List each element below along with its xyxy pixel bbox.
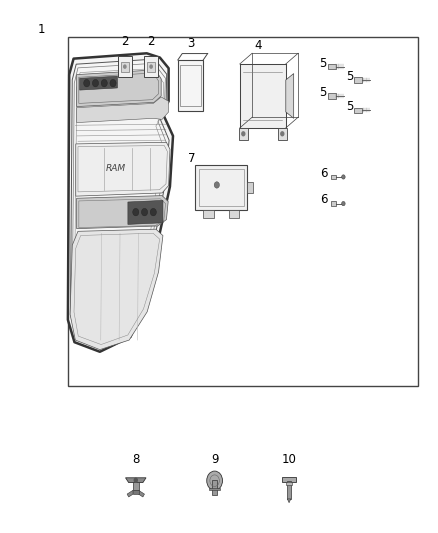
Polygon shape (287, 499, 291, 503)
Polygon shape (328, 64, 336, 69)
Bar (178, 60, 203, 111)
Polygon shape (354, 77, 362, 83)
Polygon shape (286, 74, 293, 118)
Bar (195, 165, 247, 210)
Bar (331, 175, 336, 179)
Text: 5: 5 (320, 86, 327, 99)
Circle shape (92, 79, 99, 87)
Bar (287, 481, 291, 499)
Text: 9: 9 (211, 454, 219, 466)
Polygon shape (77, 70, 161, 107)
Text: 1: 1 (38, 23, 46, 36)
Bar (209, 488, 220, 490)
Bar (199, 169, 244, 206)
Circle shape (101, 79, 107, 87)
Text: 6: 6 (320, 167, 328, 180)
Polygon shape (240, 64, 286, 128)
Circle shape (207, 471, 223, 490)
Text: 2: 2 (147, 35, 155, 47)
Bar (180, 64, 201, 106)
Bar (144, 56, 158, 77)
Bar (120, 61, 129, 72)
Polygon shape (354, 108, 362, 113)
Polygon shape (328, 93, 336, 99)
Bar (283, 478, 296, 482)
Circle shape (342, 201, 345, 206)
Polygon shape (138, 490, 145, 497)
Circle shape (84, 79, 90, 87)
Polygon shape (128, 200, 163, 224)
Text: 7: 7 (187, 152, 195, 165)
Bar (286, 482, 292, 486)
Bar (118, 56, 132, 77)
Circle shape (134, 478, 138, 483)
Circle shape (133, 208, 139, 216)
Bar (239, 128, 248, 140)
Bar (229, 209, 239, 219)
Bar (247, 182, 253, 193)
Polygon shape (127, 490, 133, 497)
Bar (278, 128, 286, 140)
Circle shape (123, 64, 127, 69)
Circle shape (110, 79, 116, 87)
Polygon shape (77, 97, 169, 123)
Text: 8: 8 (132, 454, 139, 466)
Bar (68, 37, 418, 386)
Polygon shape (76, 142, 170, 196)
Polygon shape (68, 53, 173, 352)
Bar (203, 209, 214, 219)
Bar (212, 480, 217, 495)
Bar (133, 490, 138, 494)
Circle shape (214, 182, 219, 188)
Text: 4: 4 (254, 39, 262, 52)
Text: 5: 5 (346, 70, 353, 83)
Circle shape (241, 131, 245, 136)
Circle shape (141, 208, 148, 216)
Bar (133, 482, 138, 490)
Text: 6: 6 (320, 193, 328, 206)
Polygon shape (77, 196, 168, 229)
Polygon shape (126, 478, 146, 482)
Circle shape (150, 208, 156, 216)
Text: 5: 5 (320, 58, 327, 70)
Text: 5: 5 (346, 100, 353, 113)
Polygon shape (70, 229, 163, 350)
Text: 3: 3 (187, 37, 194, 51)
Circle shape (342, 175, 345, 179)
Text: 10: 10 (282, 454, 297, 466)
Text: RAM: RAM (106, 164, 126, 173)
Bar (147, 61, 155, 72)
Circle shape (280, 131, 285, 136)
Circle shape (149, 64, 153, 69)
Bar (331, 201, 336, 206)
Text: 2: 2 (121, 35, 129, 47)
Polygon shape (80, 76, 117, 90)
